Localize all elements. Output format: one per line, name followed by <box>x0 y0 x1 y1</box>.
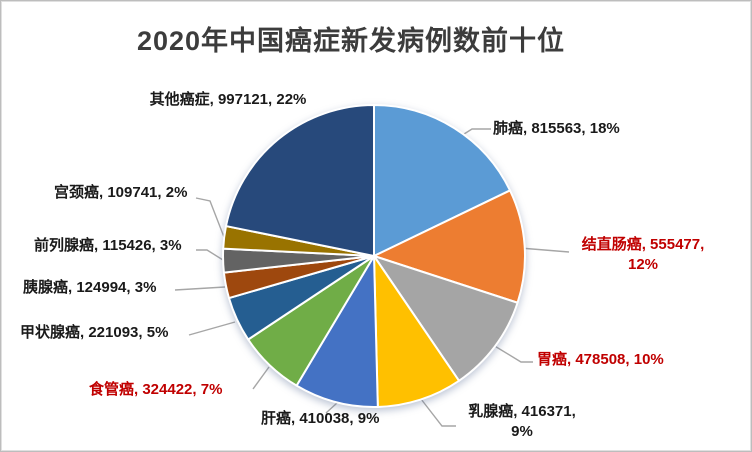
pie-slice-0 <box>373 104 512 257</box>
leader-line <box>420 398 456 427</box>
pie-label-colorectal-cancer: 结直肠癌, 555477, 12% <box>581 236 705 274</box>
pie-label-liver-cancer: 肝癌, 410038, 9% <box>261 410 380 427</box>
pie-label-thyroid-cancer: 甲状腺癌, 221093, 5% <box>20 324 169 341</box>
pie-label-pancreatic-cancer: 胰腺癌, 124994, 3% <box>23 279 157 296</box>
pie-label-esophageal-cancer: 食管癌, 324422, 7% <box>89 381 223 398</box>
pie-label-cervical-cancer: 宫颈癌, 109741, 2% <box>54 184 188 201</box>
pie-label-prostate-cancer: 前列腺癌, 115426, 3% <box>34 237 182 254</box>
pie-slice-3 <box>373 255 461 408</box>
leader-line <box>174 286 226 291</box>
leader-line <box>519 247 570 253</box>
pie-label-stomach-cancer: 胃癌, 478508, 10% <box>537 351 664 368</box>
leader-line <box>188 321 236 336</box>
pie-slice-10 <box>225 104 375 257</box>
pie-slice-1 <box>373 189 526 304</box>
leader-line <box>252 366 270 390</box>
leader-line <box>195 197 225 238</box>
pie-label-other-cancers: 其他癌症, 997121, 22% <box>149 91 307 108</box>
leader-line <box>325 402 338 414</box>
leader-line <box>196 249 224 261</box>
pie-slice-4 <box>295 255 379 408</box>
pie-slice-2 <box>373 255 519 382</box>
pie-label-lung-cancer: 肺癌, 815563, 18% <box>493 120 620 137</box>
pie-slices-group <box>222 104 526 408</box>
pie-label-breast-cancer: 乳腺癌, 416371, 9% <box>468 403 576 441</box>
leader-line <box>492 344 533 363</box>
chart-title: 2020年中国癌症新发病例数前十位 <box>136 26 566 56</box>
